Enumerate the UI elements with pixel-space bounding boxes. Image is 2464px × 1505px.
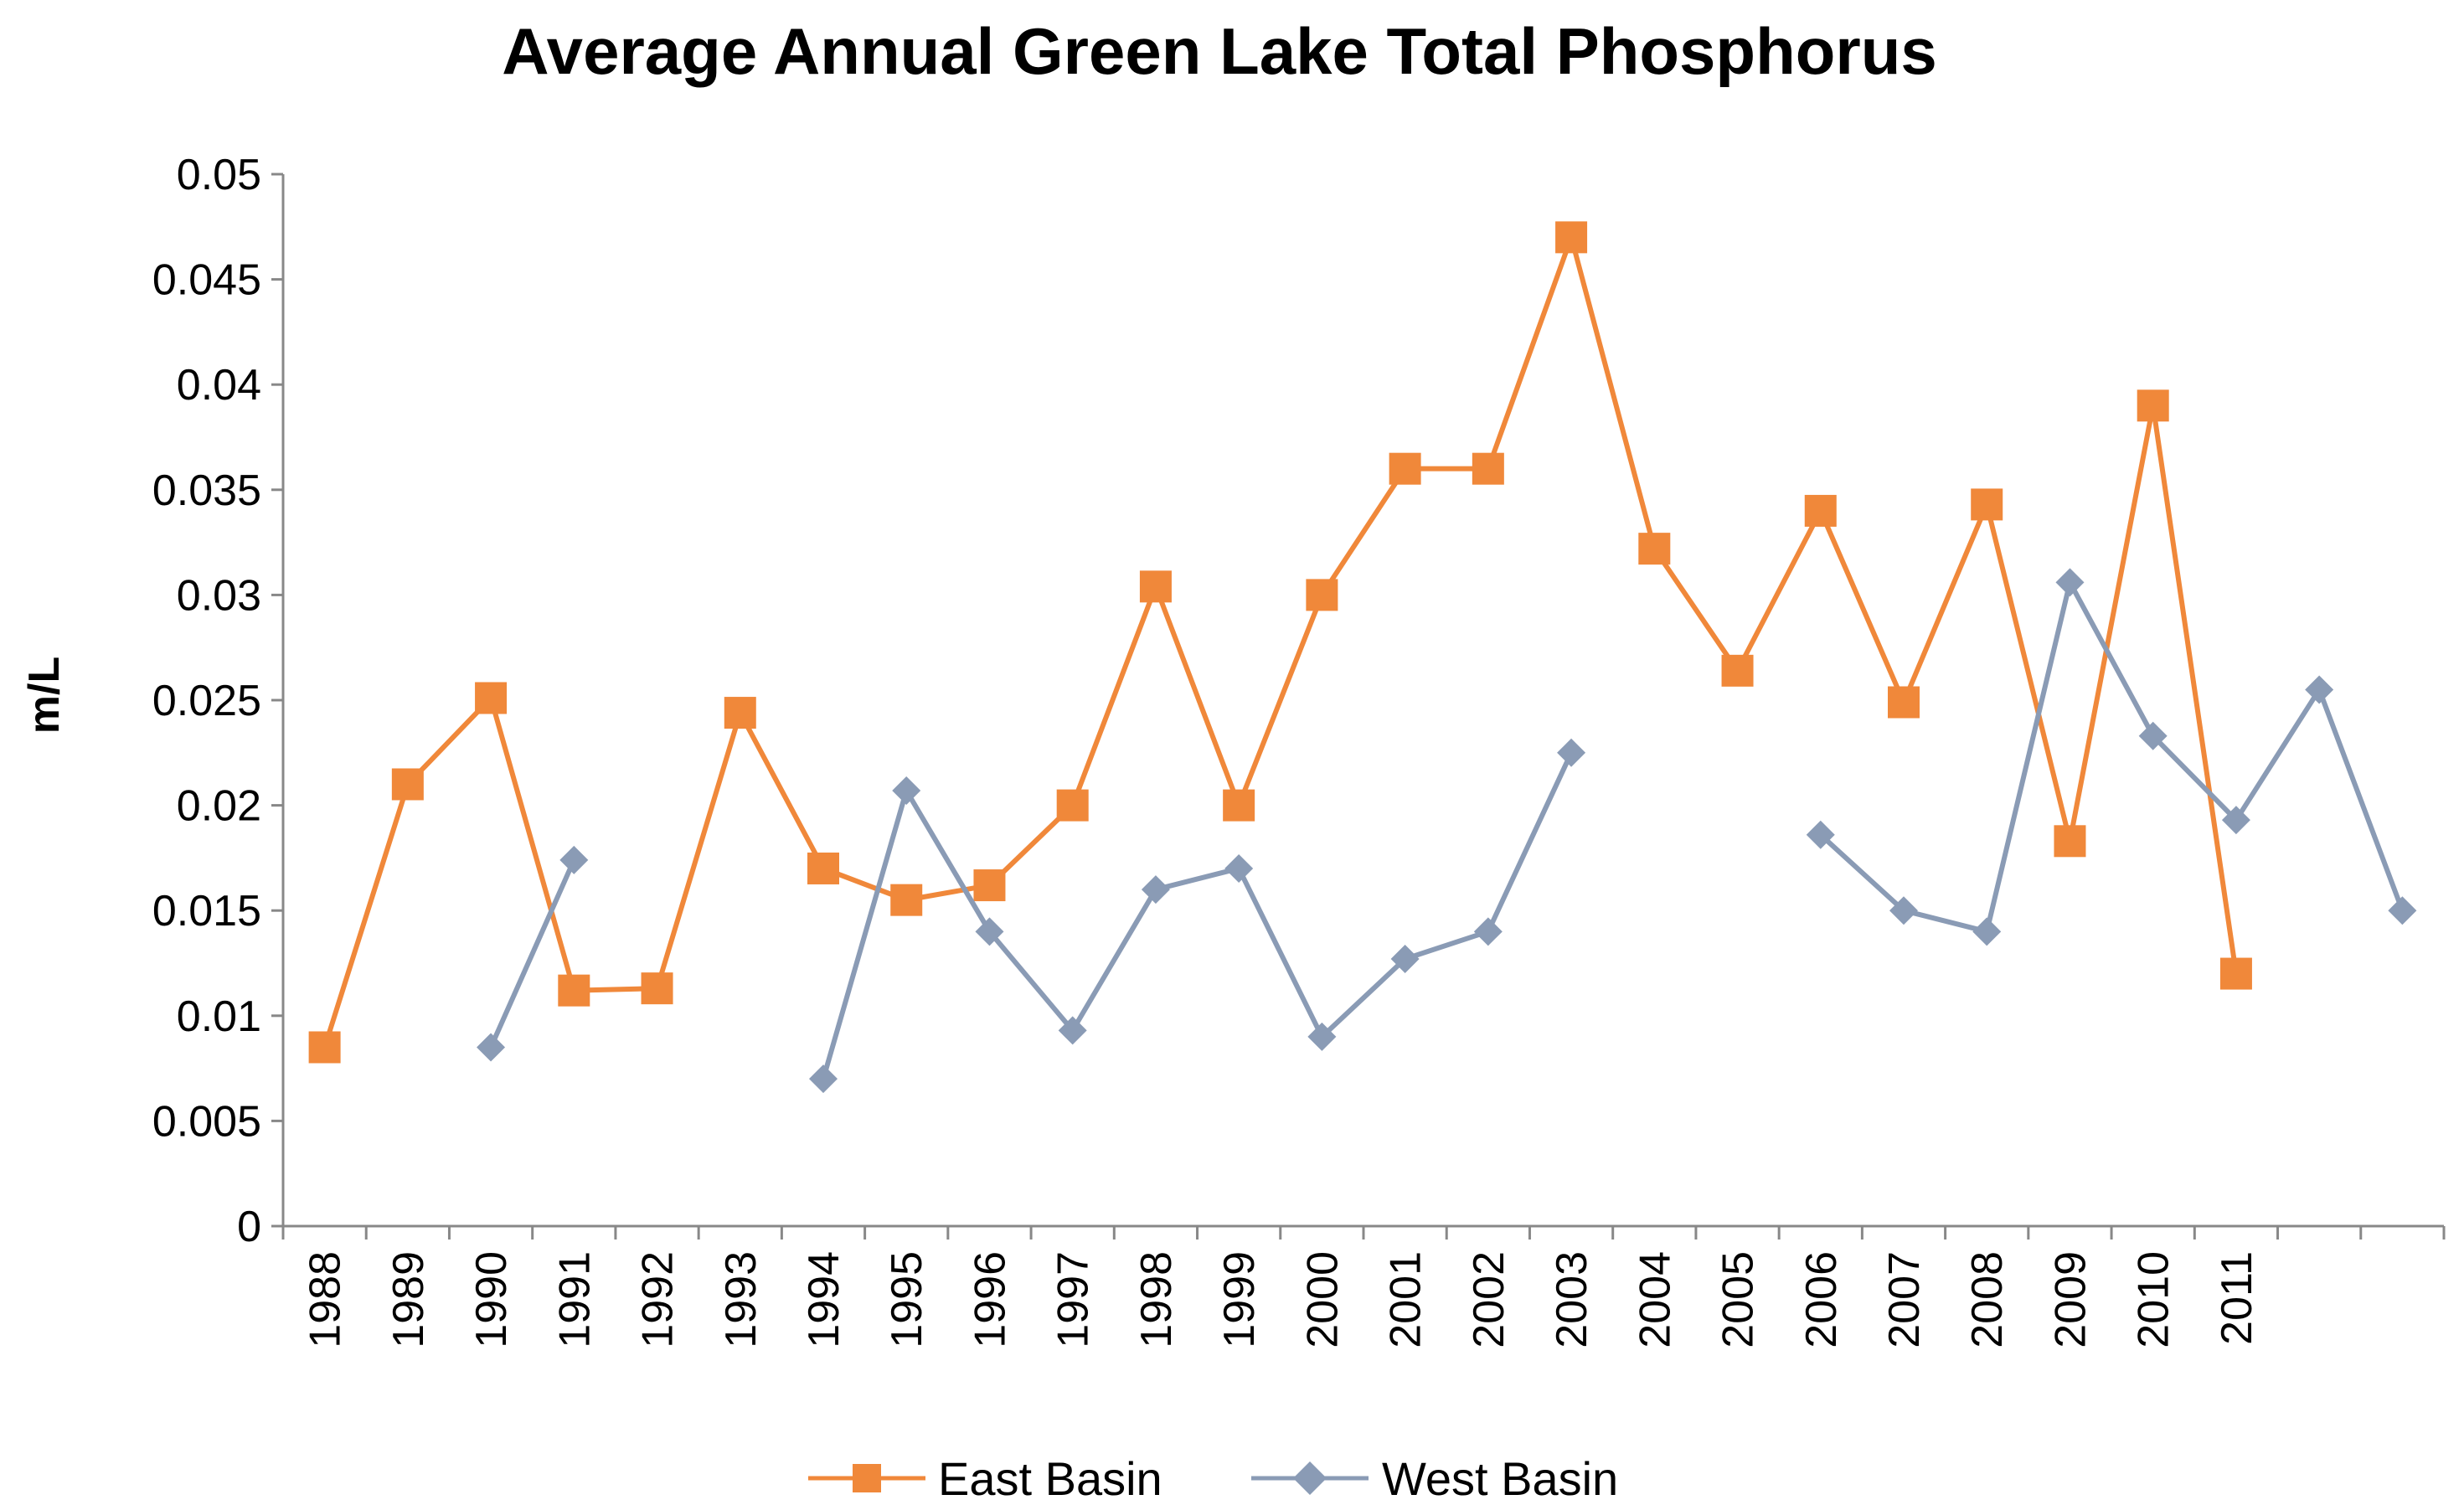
data-point-west-basin xyxy=(809,1064,838,1094)
y-tick-label: 0.005 xyxy=(152,1097,261,1146)
series-east-basin xyxy=(308,221,2252,1064)
data-point-east-basin xyxy=(807,852,839,884)
data-point-east-basin xyxy=(1971,488,2003,521)
legend: East Basin West Basin xyxy=(808,1452,1618,1505)
x-tick-label: 2007 xyxy=(1880,1251,1929,1348)
x-tick-label: 2000 xyxy=(1298,1251,1347,1348)
data-point-east-basin xyxy=(1223,789,1255,822)
y-tick-label: 0 xyxy=(237,1203,261,1251)
data-point-east-basin xyxy=(1804,494,1837,527)
legend-west-basin-label: West Basin xyxy=(1382,1452,1618,1505)
data-point-west-basin xyxy=(559,845,589,874)
data-point-west-basin xyxy=(2138,721,2168,750)
data-point-west-basin xyxy=(2221,806,2250,835)
data-point-east-basin xyxy=(2137,389,2169,422)
y-tick-label: 0.05 xyxy=(177,151,261,199)
series-line xyxy=(1818,580,2405,935)
data-point-west-basin xyxy=(477,1033,506,1062)
data-point-west-basin xyxy=(2388,896,2417,925)
x-tick-label: 2003 xyxy=(1548,1251,1596,1348)
data-point-east-basin xyxy=(1555,221,1588,254)
data-point-east-basin xyxy=(475,682,508,714)
x-tick-label: 1990 xyxy=(467,1251,516,1348)
data-point-east-basin xyxy=(890,884,923,916)
x-tick-label: 1992 xyxy=(634,1251,683,1348)
x-tick-label: 2010 xyxy=(2130,1251,2178,1348)
x-tick-label: 1999 xyxy=(1215,1251,1264,1348)
x-tick-label: 2008 xyxy=(1963,1251,2012,1348)
data-point-east-basin xyxy=(1139,570,1172,603)
data-point-west-basin xyxy=(1972,917,2002,946)
x-tick-label: 2006 xyxy=(1797,1251,1846,1348)
data-point-east-basin xyxy=(1638,533,1671,565)
data-point-east-basin xyxy=(558,974,590,1007)
y-tick-label: 0.02 xyxy=(177,782,261,831)
data-point-west-basin xyxy=(1390,944,1420,973)
legend-item-east-basin: East Basin xyxy=(808,1452,1162,1505)
data-point-west-basin xyxy=(1141,875,1170,905)
data-point-west-basin xyxy=(2305,675,2334,704)
x-tick-label: 1998 xyxy=(1132,1251,1181,1348)
data-point-west-basin xyxy=(1806,820,1835,849)
x-tick-label: 1991 xyxy=(550,1251,599,1348)
data-point-west-basin xyxy=(892,776,921,806)
x-tick-label: 1995 xyxy=(883,1251,931,1348)
x-tick-label: 2001 xyxy=(1382,1251,1430,1348)
x-tick-label: 2002 xyxy=(1465,1251,1513,1348)
x-tick-label: 2011 xyxy=(2213,1251,2261,1345)
series-line xyxy=(322,235,2239,1049)
data-point-east-basin xyxy=(1472,452,1504,485)
y-tick-label: 0.015 xyxy=(152,887,261,935)
data-point-east-basin xyxy=(1306,579,1338,611)
data-point-west-basin xyxy=(1557,738,1586,767)
data-point-east-basin xyxy=(973,869,1006,902)
series-line xyxy=(488,858,577,1049)
x-tick-label: 2009 xyxy=(2046,1251,2095,1348)
y-tick-label: 0.01 xyxy=(177,992,261,1041)
data-point-east-basin xyxy=(2054,825,2086,858)
data-point-east-basin xyxy=(1888,686,1920,719)
series-layer xyxy=(308,221,2417,1094)
x-tick-label: 2005 xyxy=(1714,1251,1763,1348)
data-point-east-basin xyxy=(1056,789,1089,822)
x-axis-ticks: 1988 1989 1990 1991 1992 1993 1994 1995 1996 1997… xyxy=(281,1226,2446,1348)
data-point-west-basin xyxy=(1889,896,1918,925)
y-axis-ticks: 0 0.005 0.01 0.015 0.02 0.025 0.03 0.035 0.04 0.0… xyxy=(152,151,283,1251)
series-west-basin xyxy=(477,568,2417,1094)
x-tick-label: 1997 xyxy=(1049,1251,1098,1348)
series-line xyxy=(821,751,1574,1080)
data-point-east-basin xyxy=(1721,654,1754,687)
x-tick-label: 1996 xyxy=(966,1251,1014,1348)
data-point-west-basin xyxy=(1473,917,1503,946)
data-point-east-basin xyxy=(641,972,673,1005)
data-point-east-basin xyxy=(724,697,756,729)
legend-east-basin-label: East Basin xyxy=(938,1452,1162,1505)
data-point-west-basin xyxy=(2055,568,2085,597)
y-tick-label: 0.03 xyxy=(177,571,261,620)
y-axis-label: m/L xyxy=(20,657,69,734)
legend-west-basin-marker xyxy=(1293,1461,1327,1495)
data-point-west-basin xyxy=(1224,853,1254,883)
chart-title: Average Annual Green Lake Total Phosphor… xyxy=(502,14,1937,88)
legend-east-basin-marker xyxy=(853,1464,881,1492)
data-point-east-basin xyxy=(1389,452,1421,485)
data-point-east-basin xyxy=(308,1031,341,1064)
data-point-east-basin xyxy=(391,768,424,801)
y-tick-label: 0.035 xyxy=(152,466,261,515)
x-tick-label: 1994 xyxy=(800,1251,848,1348)
x-tick-label: 2004 xyxy=(1631,1251,1679,1348)
y-tick-label: 0.04 xyxy=(177,361,261,410)
x-tick-label: 1989 xyxy=(384,1251,433,1348)
legend-item-west-basin: West Basin xyxy=(1251,1452,1618,1505)
data-point-west-basin xyxy=(975,917,1004,946)
x-tick-label: 1993 xyxy=(717,1251,765,1348)
data-point-west-basin xyxy=(1307,1022,1337,1051)
data-point-east-basin xyxy=(2219,957,2252,990)
x-tick-label: 1988 xyxy=(302,1251,350,1348)
y-tick-label: 0.025 xyxy=(152,677,261,725)
y-tick-label: 0.045 xyxy=(152,256,261,305)
data-point-west-basin xyxy=(1058,1016,1087,1045)
